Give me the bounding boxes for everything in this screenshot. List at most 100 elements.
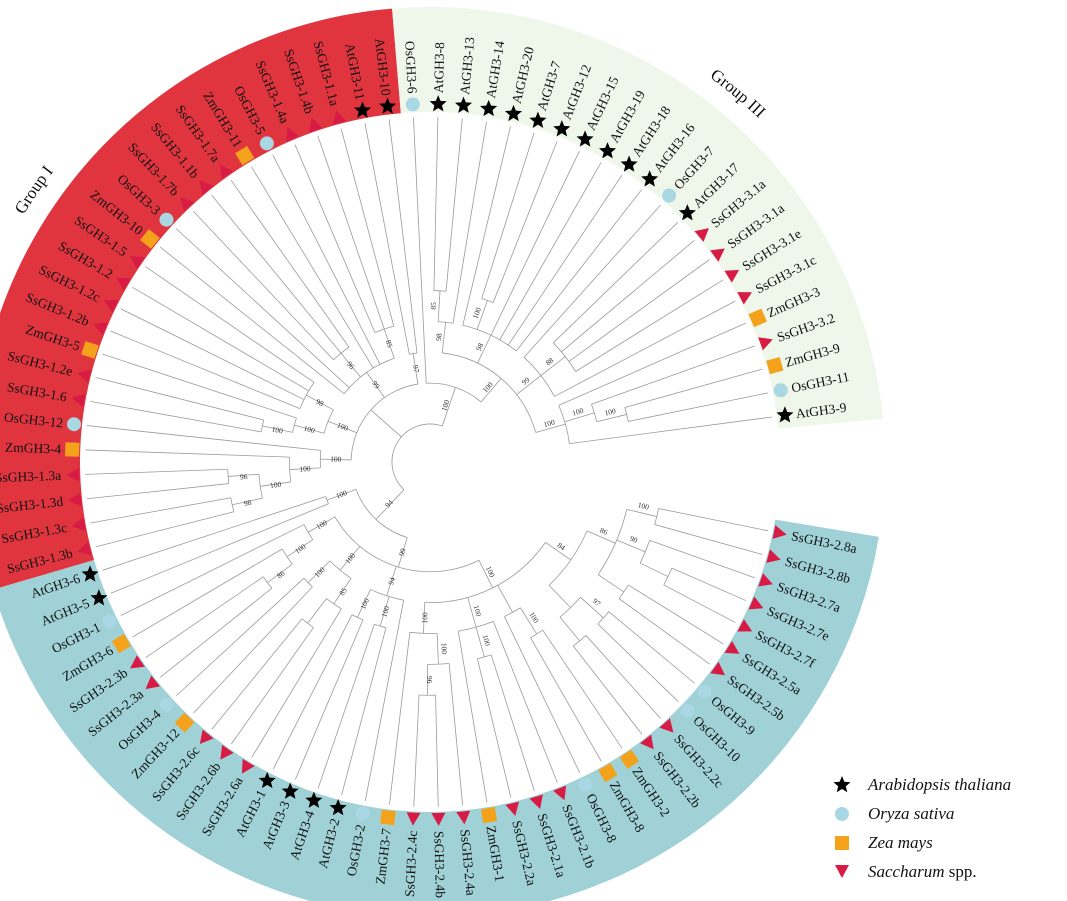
star-shape <box>833 775 851 792</box>
branch-line <box>317 135 385 330</box>
branch-arc <box>553 342 577 372</box>
bootstrap-value: 85 <box>337 586 349 597</box>
bootstrap-value: 100 <box>269 480 282 491</box>
branch-line <box>211 618 303 730</box>
branch-line <box>618 598 710 665</box>
branch-line <box>475 627 485 658</box>
species-marker-ss <box>694 228 709 242</box>
species-marker-ss <box>220 164 234 180</box>
branch-line <box>476 300 488 330</box>
branch-line <box>462 126 511 326</box>
bootstrap-value: 85 <box>429 302 438 310</box>
species-marker-ss <box>456 810 471 825</box>
branch-line <box>535 423 566 433</box>
branch-line <box>383 328 395 359</box>
branch-line <box>515 189 642 352</box>
bootstrap-value: 100 <box>439 643 448 655</box>
branch-line <box>375 489 405 520</box>
branch-line <box>523 204 661 358</box>
species-marker-ss <box>199 729 214 744</box>
branch-line <box>445 118 463 292</box>
branch-line <box>251 608 342 758</box>
species-marker-zm <box>81 341 99 359</box>
branch-line <box>548 585 571 608</box>
branch-line <box>477 658 512 798</box>
branch-line <box>341 627 387 796</box>
branch-line <box>554 300 736 397</box>
bootstrap-value: 86 <box>598 526 609 537</box>
branch-line <box>306 394 334 411</box>
branch-line <box>663 584 736 623</box>
leaf-label: AtGH3-8 <box>431 42 447 94</box>
branch-line <box>478 560 494 589</box>
branch-line <box>307 516 336 533</box>
branch-line <box>586 530 616 544</box>
bootstrap-value: 100 <box>484 565 497 579</box>
branch-line <box>433 117 439 291</box>
branch-arc <box>558 405 570 444</box>
leaf-label: SsGH3-2.4b <box>431 831 448 899</box>
branch-line <box>232 497 263 506</box>
branch-line <box>102 353 297 419</box>
bootstrap-value: 100 <box>358 596 371 610</box>
species-marker-at <box>620 155 638 172</box>
species-marker-ss <box>748 596 764 610</box>
branch-line <box>370 409 402 438</box>
branch-arc <box>355 489 408 538</box>
bootstrap-value: 94 <box>383 498 395 510</box>
branch-line <box>340 128 395 327</box>
branch-line <box>435 695 439 807</box>
species-marker-ss <box>286 127 300 142</box>
circle-icon <box>835 806 849 821</box>
branch-line <box>95 377 264 421</box>
bootstrap-value: 99 <box>397 547 408 557</box>
branch-line <box>480 378 502 403</box>
species-marker-at <box>329 799 347 816</box>
species-marker-at <box>598 142 617 159</box>
species-marker-os <box>697 684 712 699</box>
species-legend: Arabidopsis thaliana Oryza sativa Zea mays… <box>828 770 1063 886</box>
bootstrap-value: 84 <box>556 541 568 553</box>
branch-line <box>437 290 441 322</box>
branch-line <box>333 578 352 605</box>
legend-item-ss: Saccharum spp. <box>828 857 1063 886</box>
branch-arc <box>442 352 537 433</box>
bootstrap-value: 100 <box>299 464 311 474</box>
branch-line <box>580 596 604 619</box>
bootstrap-value: 94 <box>386 576 397 586</box>
branch-line <box>120 308 305 400</box>
branch-line <box>520 607 538 635</box>
tree-branches <box>85 117 773 807</box>
bootstrap-value: 96 <box>345 359 357 371</box>
species-marker-at <box>429 95 447 112</box>
branch-arc <box>426 382 482 403</box>
branch-arc <box>351 614 364 621</box>
legend-label: Saccharum spp. <box>868 861 977 881</box>
branch-line <box>558 322 746 406</box>
branch-line <box>540 356 566 376</box>
species-marker-os <box>159 212 174 227</box>
branch-line <box>289 467 321 470</box>
branch-line <box>564 412 595 423</box>
bootstrap-value: 98 <box>314 397 325 409</box>
branch-line <box>448 663 464 806</box>
leaf-label: SsGH3-1.3a <box>0 468 62 485</box>
leaf-label: SsGH3-1.3d <box>0 494 64 516</box>
branch-line <box>569 416 773 445</box>
species-marker-at <box>480 99 498 117</box>
species-marker-ss <box>116 277 131 291</box>
branch-line <box>628 392 769 422</box>
branch-line <box>159 246 345 394</box>
bootstrap-value: 98 <box>434 333 444 342</box>
species-markers <box>64 95 794 826</box>
square-shape <box>835 835 849 850</box>
species-marker-ss <box>772 525 787 539</box>
species-marker-ss <box>71 517 86 531</box>
bootstrap-value: 85 <box>384 339 395 349</box>
branch-line <box>357 589 371 618</box>
branch-line <box>95 511 234 548</box>
branch-arc <box>462 324 517 352</box>
leaf-label: AtGH3-9 <box>795 400 848 422</box>
branch-line <box>294 424 325 434</box>
species-marker-os <box>67 417 82 432</box>
